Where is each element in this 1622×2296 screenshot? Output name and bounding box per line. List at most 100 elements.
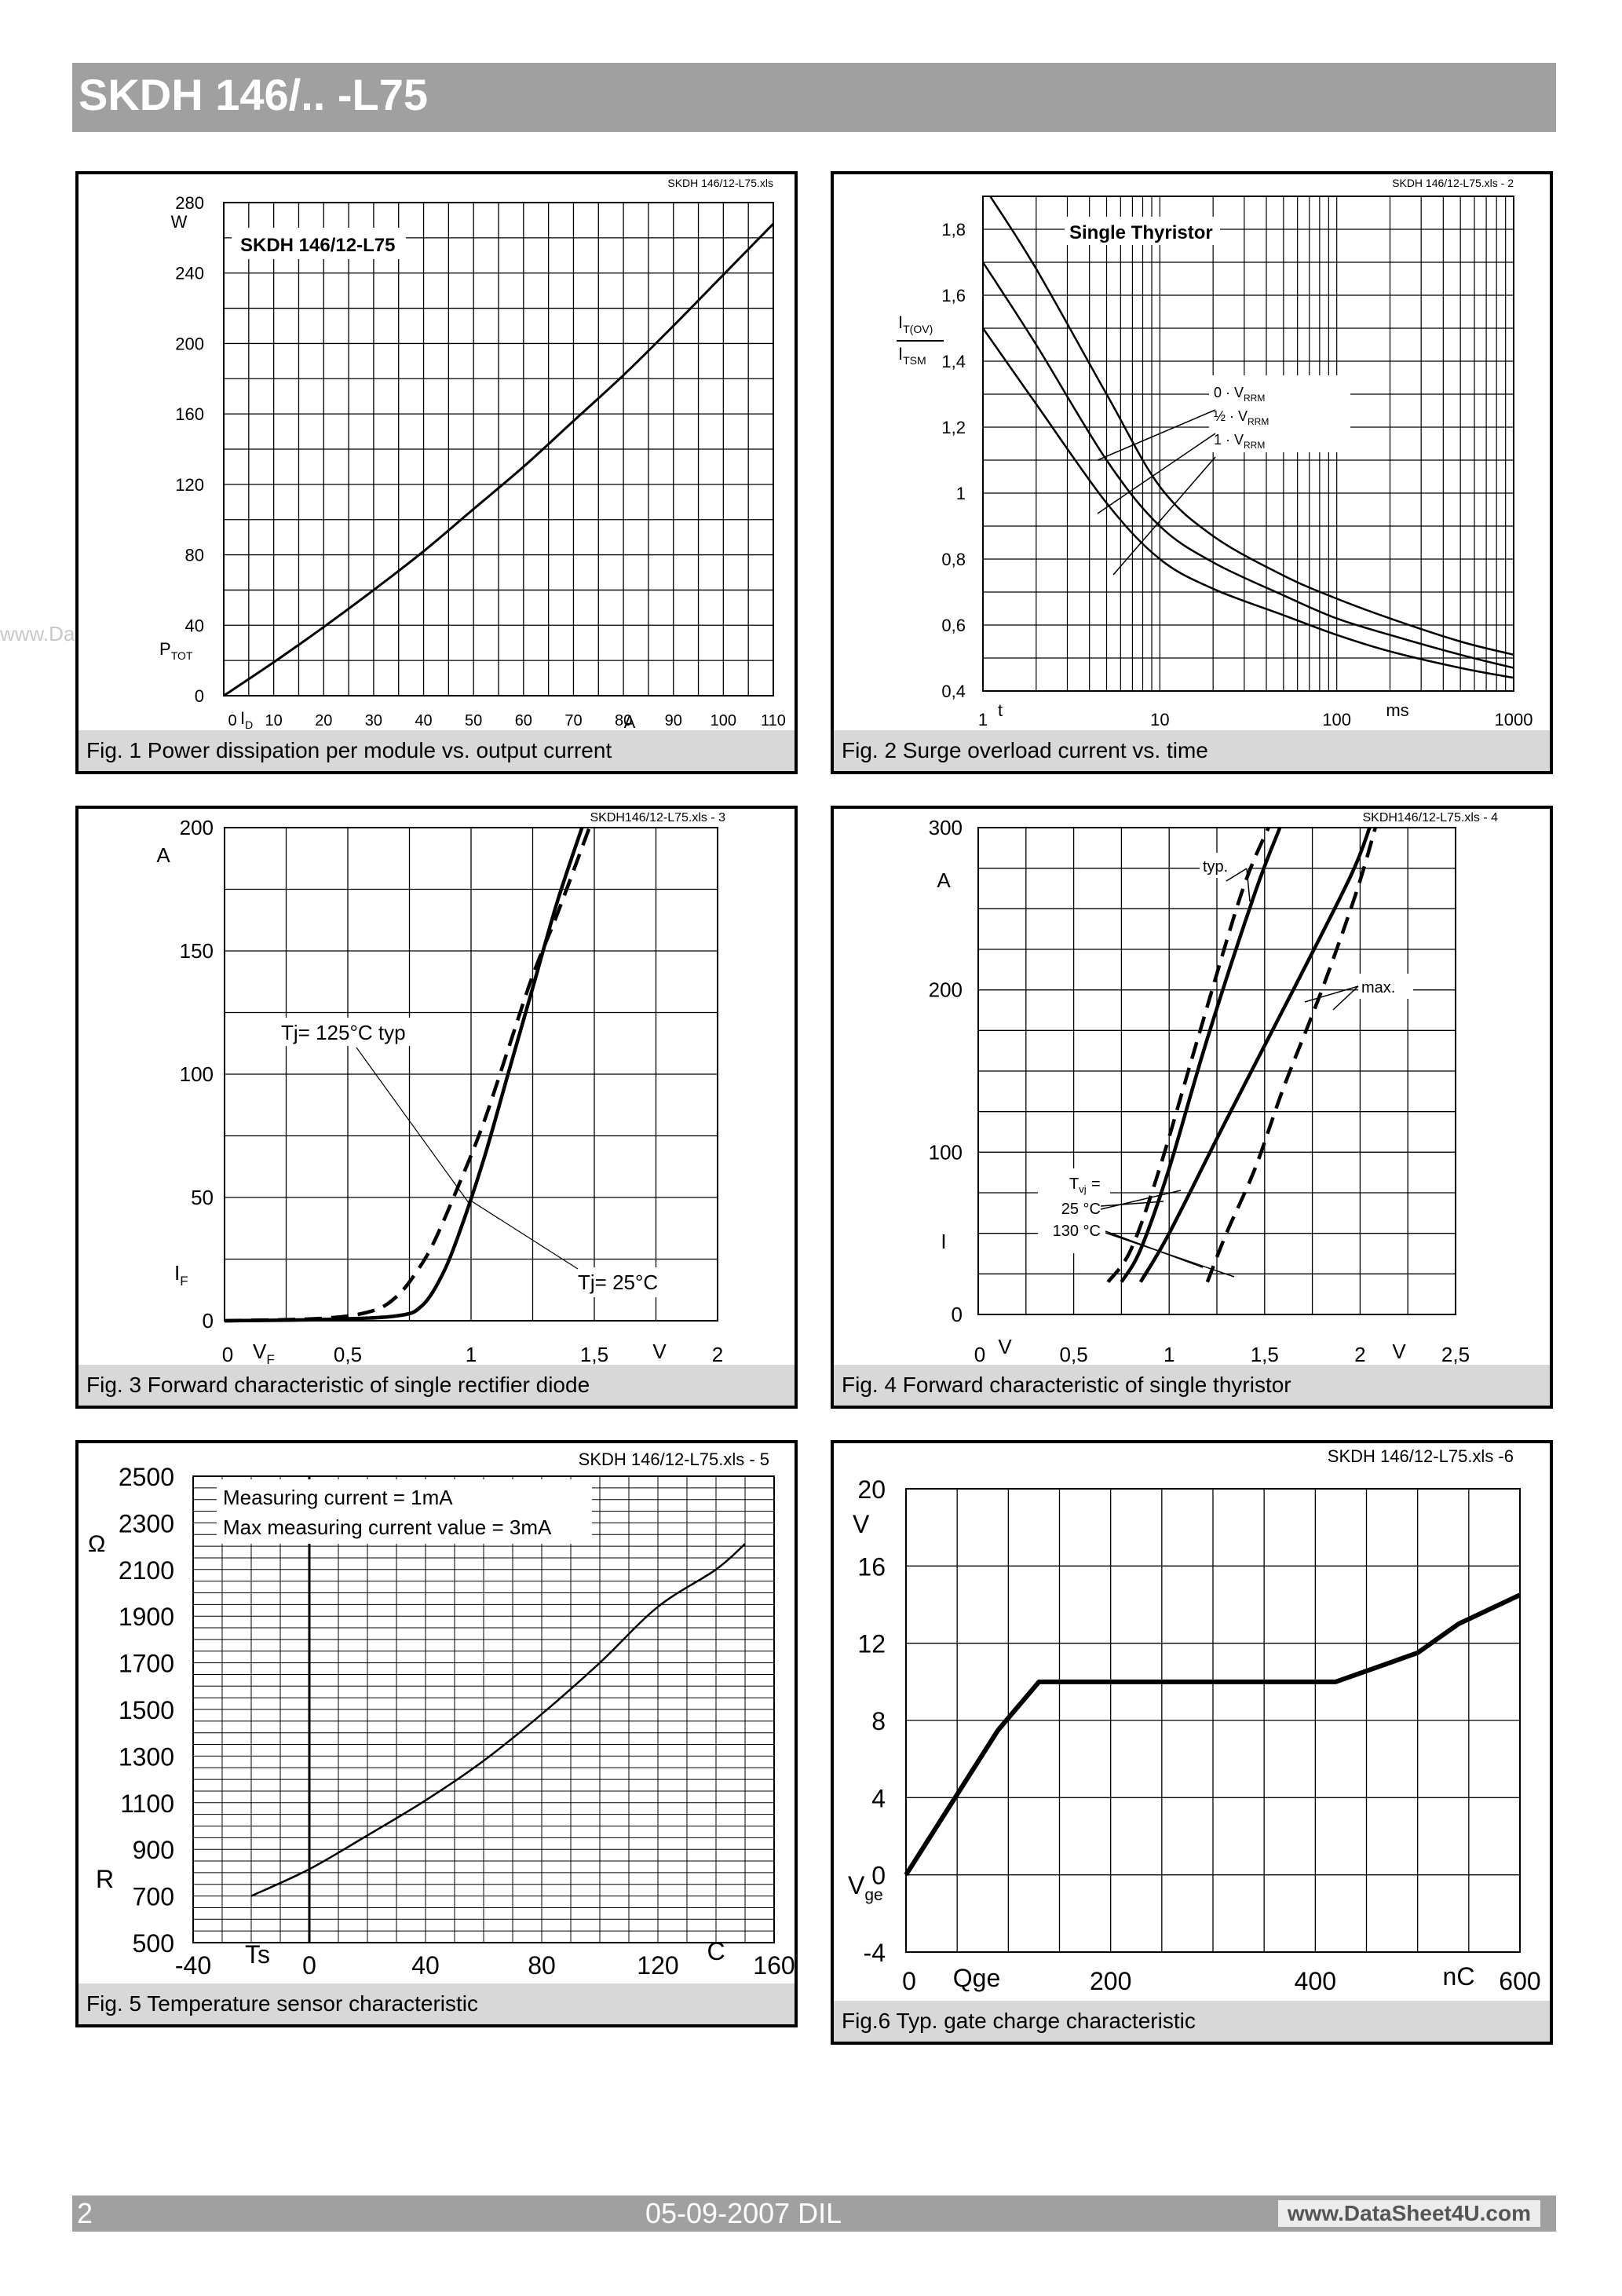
- fig6-y-unit: V: [853, 1510, 870, 1538]
- fig4-y-unit: A: [937, 868, 951, 892]
- fig6-x-unit: nC: [1443, 1962, 1475, 1991]
- fig3-plot-frame: [224, 827, 718, 1322]
- fig6-x-label: Qge: [953, 1964, 1000, 1992]
- fig3-x-tick: 1: [466, 1343, 477, 1365]
- fig2-y-tick: 1: [956, 484, 966, 503]
- fig5-y-tick: 2100: [119, 1556, 174, 1585]
- fig1-series-line: [223, 222, 775, 697]
- fig4-annotation-box-max: [1358, 974, 1413, 999]
- fig5-x-tick: 160: [753, 1951, 795, 1980]
- figure-2-panel: SKDH 146/12-L75.xls - 2 Single Thyristor 0…: [831, 171, 1553, 774]
- figure-5-caption: Fig. 5 Temperature sensor characteristic: [79, 1983, 795, 2024]
- fig3-annotation-pointer: [356, 1047, 472, 1207]
- fig1-x-tick: 60: [515, 712, 532, 729]
- fig1-x-tick: 70: [564, 712, 582, 729]
- fig5-y-tick: 2500: [119, 1463, 174, 1491]
- fig4-x-tick: 2: [1354, 1343, 1365, 1365]
- figure-5-panel: SKDH 146/12-L75.xls - 5 Measuring current…: [75, 1440, 798, 2027]
- fig1-x-unit: A: [624, 712, 636, 730]
- figure-4-panel: SKDH146/12-L75.xls - 4 0 100 200 300 0 0,5 1 1,5…: [831, 806, 1553, 1409]
- fig6-y-tick: 12: [857, 1630, 886, 1658]
- fig2-legend-pointer: [1112, 456, 1216, 576]
- fig4-annotation-box-typ: [1200, 853, 1248, 878]
- fig2-series-line: [981, 327, 1514, 679]
- fig2-y-label-den: ITSM: [898, 344, 926, 367]
- fig1-y-unit: W: [171, 212, 188, 232]
- fig2-y-tick: 0,6: [941, 616, 966, 635]
- footer-site-label: www.DataSheet4U.com: [1277, 2200, 1540, 2227]
- fig4-annotation-pointer: [1105, 1232, 1235, 1278]
- fig6-y-tick: -4: [864, 1939, 886, 1967]
- figure-2-chart: SKDH 146/12-L75.xls - 2 Single Thyristor 0…: [897, 177, 1533, 729]
- fig4-series-line: [1106, 827, 1270, 1284]
- fig3-annotation-box-1: [276, 1018, 433, 1046]
- fig4-x-tick: 2,5: [1441, 1343, 1470, 1365]
- fig4-plot-frame: [977, 827, 1456, 1315]
- fig3-annotation-pointer: [469, 1199, 579, 1270]
- fig6-x-tick: 600: [1499, 1967, 1540, 1995]
- footer-date: 05-09-2007 DIL: [645, 2197, 842, 2229]
- fig5-y-tick: 900: [133, 1836, 174, 1864]
- fig4-x-label: V: [998, 1335, 1012, 1358]
- fig4-y-label: I: [941, 1230, 946, 1253]
- fig1-y-tick: 40: [185, 616, 204, 635]
- fig4-y-tick: 0: [952, 1303, 963, 1326]
- fig2-x-tick: 1: [978, 710, 988, 729]
- fig2-inset-label: Single Thyristor: [1069, 222, 1213, 243]
- fig4-legend-title: Tvj: [1069, 1175, 1087, 1195]
- fig4-annotation-typ: typ.: [1203, 858, 1228, 876]
- fig4-y-tick: 300: [929, 816, 963, 839]
- fig5-x-tick: 80: [528, 1951, 556, 1980]
- fig2-y-tick: 0,8: [941, 550, 966, 569]
- fig2-y-tick: 1,6: [941, 286, 966, 305]
- fig4-legend-box: [1038, 1168, 1110, 1253]
- fig2-legend-entry: 1 · VRRM: [1214, 432, 1265, 451]
- fig4-series-line: [1138, 827, 1372, 1283]
- fig1-x-tick: 40: [415, 712, 432, 729]
- figure-6-caption: Fig.6 Typ. gate charge characteristic: [834, 2001, 1550, 2042]
- fig3-y-tick: 0: [203, 1309, 214, 1333]
- fig6-x-tick: 400: [1295, 1967, 1336, 1995]
- fig6-plot-frame: [905, 1488, 1521, 1953]
- figure-1-panel: SKDH 146/12-L75 SKDH 146/12-L75.xls 0 40 80 1…: [75, 171, 798, 774]
- fig3-x-unit: V: [652, 1340, 667, 1363]
- fig2-legend-box: [1209, 375, 1350, 452]
- fig2-file-label: SKDH 146/12-L75.xls - 2: [1392, 177, 1514, 189]
- fig3-x-tick: 1,5: [580, 1343, 608, 1365]
- fig5-x-tick: 0: [302, 1951, 316, 1980]
- figure-3-chart: SKDH146/12-L75.xls - 3 0 50 100 150 200 0 0,5 1 1…: [156, 811, 725, 1365]
- fig5-file-label: SKDH 146/12-L75.xls - 5: [579, 1450, 769, 1469]
- fig3-x-tick: 2: [712, 1343, 723, 1365]
- fig3-annotation-25: Tj= 25°C: [578, 1270, 658, 1294]
- fig2-x-label: t: [998, 700, 1003, 720]
- page-number: 2: [77, 2197, 93, 2229]
- fig6-file-label: SKDH 146/12-L75.xls -6: [1328, 1446, 1514, 1466]
- fig4-annotation-pointer: [1100, 1201, 1164, 1207]
- fig1-plot-frame: [223, 202, 774, 696]
- fig1-x-tick: 30: [365, 712, 382, 729]
- fig4-annotation-pointer: [1332, 985, 1359, 1011]
- fig2-legend-entry: 0 · VRRM: [1214, 385, 1265, 404]
- fig1-y-tick: 200: [175, 334, 204, 353]
- fig1-x-tick: 110: [761, 712, 786, 729]
- fig1-file-label: SKDH 146/12-L75.xls: [667, 177, 773, 189]
- fig4-series-line: [1120, 827, 1282, 1283]
- header-bar: SKDH 146/.. -L75: [72, 63, 1556, 132]
- fig2-x-tick: 1000: [1495, 710, 1533, 729]
- fig1-x-tick: 90: [665, 712, 682, 729]
- fig2-y-label-num: IT(OV): [898, 313, 933, 335]
- fig5-x-label: Ts: [245, 1940, 270, 1969]
- fig1-x-label: ID: [240, 708, 253, 730]
- fig1-y-tick: 240: [175, 264, 204, 283]
- fig4-annotation-pointer: [1226, 868, 1248, 882]
- fig3-y-unit: A: [156, 843, 170, 867]
- fig4-annotation-pointer: [1304, 985, 1359, 1003]
- fig5-inset-line: Measuring current = 1mA: [223, 1486, 453, 1509]
- fig4-legend-title-suffix: =: [1091, 1175, 1101, 1193]
- fig5-y-tick: 1900: [119, 1603, 174, 1631]
- figure-6-panel: SKDH 146/12-L75.xls -6 -4 0 4 8 12 16 20 0 200 400…: [831, 1440, 1553, 2045]
- fig6-series-line: [904, 1592, 1522, 1877]
- fig4-x-tick: 0: [974, 1343, 985, 1365]
- fig2-legend-pointer: [1097, 409, 1216, 461]
- fig5-x-tick: 120: [637, 1951, 678, 1980]
